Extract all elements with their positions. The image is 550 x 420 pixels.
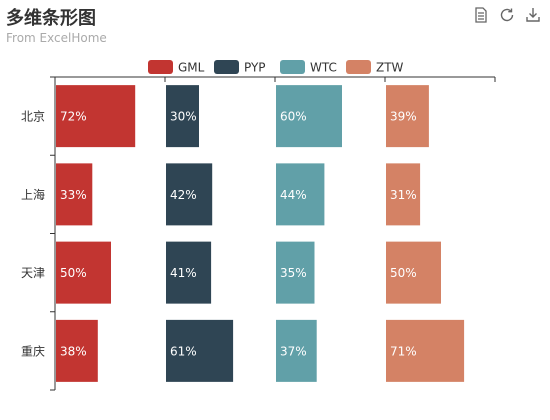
category-label: 北京 bbox=[21, 110, 45, 124]
data-label-wtc: 35% bbox=[280, 266, 307, 280]
chart-title: 多维条形图 bbox=[6, 8, 96, 29]
bar-wtc bbox=[276, 163, 325, 226]
data-label-pyp: 42% bbox=[170, 188, 197, 202]
toolbox bbox=[472, 6, 542, 24]
data-label-wtc: 60% bbox=[280, 110, 307, 124]
legend-label-wtc[interactable]: WTC bbox=[310, 61, 337, 75]
restore-icon[interactable] bbox=[498, 6, 516, 24]
bar-wtc bbox=[276, 319, 317, 382]
bar-pyp bbox=[166, 85, 199, 148]
data-label-gml: 33% bbox=[60, 188, 87, 202]
category-label: 重庆 bbox=[21, 344, 45, 358]
legend-label-pyp[interactable]: PYP bbox=[244, 61, 266, 75]
data-label-ztw: 39% bbox=[390, 110, 417, 124]
legend-swatch-pyp[interactable] bbox=[214, 60, 239, 74]
data-label-ztw: 50% bbox=[390, 266, 417, 280]
data-label-pyp: 61% bbox=[170, 344, 197, 358]
bar-gml bbox=[56, 85, 136, 148]
legend-label-ztw[interactable]: ZTW bbox=[376, 61, 404, 75]
data-label-gml: 72% bbox=[60, 110, 87, 124]
bar-gml bbox=[56, 319, 98, 382]
bar-gml bbox=[56, 241, 111, 304]
bar-wtc bbox=[276, 241, 315, 304]
bar-ztw bbox=[386, 85, 429, 148]
bar-gml bbox=[56, 163, 93, 226]
category-label: 上海 bbox=[21, 187, 45, 202]
data-label-wtc: 37% bbox=[280, 344, 307, 358]
bar-ztw bbox=[386, 319, 465, 382]
bar-pyp bbox=[166, 163, 213, 226]
data-label-pyp: 30% bbox=[170, 110, 197, 124]
legend-label-gml[interactable]: GML bbox=[178, 61, 205, 75]
legend-swatch-gml[interactable] bbox=[148, 60, 173, 74]
bar-ztw bbox=[386, 163, 421, 226]
data-label-gml: 50% bbox=[60, 266, 87, 280]
save-image-icon[interactable] bbox=[524, 6, 542, 24]
bar-ztw bbox=[386, 241, 441, 304]
data-view-icon[interactable] bbox=[472, 6, 490, 24]
data-label-ztw: 31% bbox=[390, 188, 417, 202]
legend-swatch-ztw[interactable] bbox=[346, 60, 371, 74]
chart-subtitle: From ExcelHome bbox=[6, 31, 107, 45]
bar-pyp bbox=[166, 319, 234, 382]
bar-wtc bbox=[276, 85, 342, 148]
data-label-pyp: 41% bbox=[170, 266, 197, 280]
legend-swatch-wtc[interactable] bbox=[280, 60, 305, 74]
data-label-wtc: 44% bbox=[280, 188, 307, 202]
bar-pyp bbox=[166, 241, 212, 304]
data-label-gml: 38% bbox=[60, 344, 87, 358]
category-label: 天津 bbox=[21, 266, 45, 280]
data-label-ztw: 71% bbox=[390, 344, 417, 358]
